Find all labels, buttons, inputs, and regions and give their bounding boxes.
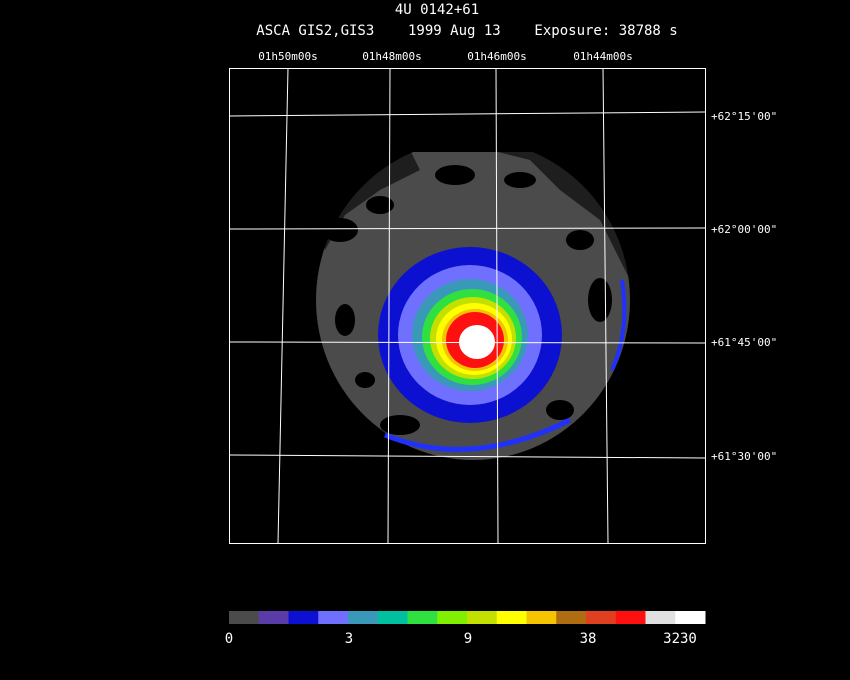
color-segment [526,611,557,624]
colorbar-label: 0 [225,631,233,647]
dec-label: +61°30'00" [711,450,777,463]
color-segment [467,611,498,624]
dec-labels: +62°15'00" +62°00'00" +61°45'00" +61°30'00" [711,110,777,463]
dec-label: +61°45'00" [711,336,777,349]
ra-labels: 01h50m00s 01h48m00s 01h46m00s 01h44m00s [258,50,633,63]
dec-label: +62°15'00" [711,110,777,123]
colorbar-label: 38 [580,631,597,647]
title: 4U 0142+61 [395,2,479,18]
color-segment [675,611,706,624]
color-segment [556,611,587,624]
colorbar-label: 9 [464,631,472,647]
image [300,130,650,460]
color-segment [288,611,319,624]
subtitle: ASCA GIS2,GIS3 1999 Aug 13 Exposure: 387… [256,23,677,39]
color-segment [348,611,379,624]
color-segment [437,611,468,624]
colorbar: 0 3 9 38 3230 [225,611,706,647]
ra-label: 01h44m00s [573,50,633,63]
color-segment [258,611,289,624]
ra-label: 01h48m00s [362,50,422,63]
color-segment [318,611,349,624]
color-segment [496,611,527,624]
colorbar-label: 3 [345,631,353,647]
color-segment [645,611,676,624]
color-segment [229,611,260,624]
ra-label: 01h50m00s [258,50,318,63]
color-segment [377,611,408,624]
color-segment [615,611,646,624]
color-segment [407,611,438,624]
colorbar-label: 3230 [663,631,697,647]
dec-label: +62°00'00" [711,223,777,236]
coordinate-grid [228,67,706,544]
ra-label: 01h46m00s [467,50,527,63]
color-segment [586,611,617,624]
